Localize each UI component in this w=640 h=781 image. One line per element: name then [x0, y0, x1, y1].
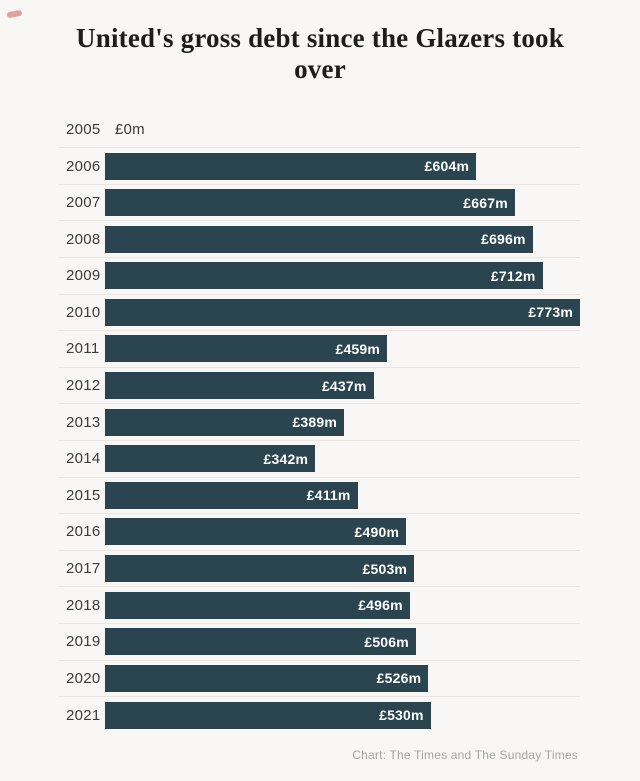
- bar-track: £490m: [105, 518, 580, 546]
- bar-track: £506m: [105, 628, 580, 656]
- chart-row: 2016 £490m: [58, 514, 580, 551]
- chart-row: 2009 £712m: [58, 258, 580, 295]
- debt-bar: £503m: [105, 555, 415, 583]
- chart-title: United's gross debt since the Glazers to…: [76, 23, 564, 85]
- chart-source-credit: Chart: The Times and The Sunday Times: [352, 748, 578, 762]
- bar-track: £667m: [105, 189, 580, 217]
- value-label: £459m: [335, 340, 381, 357]
- value-label: £773m: [528, 304, 573, 321]
- year-label: 2017: [66, 560, 101, 578]
- bar-track: £526m: [105, 664, 580, 692]
- year-label: 2014: [66, 450, 101, 468]
- year-label: 2019: [66, 633, 101, 651]
- debt-bar: £526m: [105, 664, 429, 692]
- debt-bar: £667m: [105, 189, 515, 217]
- bar-track: £530m: [105, 701, 580, 729]
- year-label: 2008: [66, 230, 101, 248]
- year-label: 2010: [66, 303, 101, 321]
- debt-bar: £530m: [105, 701, 431, 729]
- value-label: £526m: [376, 670, 422, 687]
- value-label: £0m: [115, 120, 145, 138]
- bar-track: £0m: [105, 116, 580, 143]
- value-label: £604m: [424, 158, 470, 175]
- chart-row: 2018 £496m: [58, 587, 580, 624]
- value-label: £503m: [362, 560, 408, 577]
- bar-track: £604m: [105, 152, 580, 180]
- debt-bar: £496m: [105, 591, 410, 619]
- value-label: £389m: [292, 414, 338, 431]
- year-label: 2020: [66, 669, 101, 687]
- year-label: 2013: [66, 413, 101, 431]
- debt-bar: £342m: [105, 445, 316, 473]
- debt-bar: £0m: [105, 116, 145, 143]
- chart-row: 2020 £526m: [58, 661, 580, 698]
- year-label: 2016: [66, 523, 101, 541]
- year-label: 2007: [66, 194, 101, 212]
- year-label: 2018: [66, 596, 101, 614]
- debt-bar: £604m: [105, 152, 477, 180]
- bar-track: £712m: [105, 262, 580, 290]
- debt-bar: £773m: [105, 298, 580, 326]
- debt-bar: £459m: [105, 335, 388, 363]
- bar-track: £411m: [105, 481, 580, 509]
- year-label: 2006: [66, 157, 101, 175]
- chart-row: 2007 £667m: [58, 185, 580, 222]
- chart-row: 2013 £389m: [58, 404, 580, 441]
- bar-track: £773m: [105, 298, 580, 326]
- bar-track: £496m: [105, 591, 580, 619]
- chart-row: 2017 £503m: [58, 551, 580, 588]
- bar-track: £459m: [105, 335, 580, 363]
- bar-track: £342m: [105, 445, 580, 473]
- year-label: 2005: [66, 120, 101, 138]
- value-label: £490m: [354, 523, 400, 540]
- year-label: 2021: [66, 706, 101, 724]
- value-label: £437m: [321, 377, 367, 394]
- bar-chart: 2005 £0m 2006 £604m 2007 £667m 2008 £696…: [58, 112, 580, 734]
- value-label: £496m: [358, 597, 403, 614]
- debt-bar: £506m: [105, 628, 416, 656]
- debt-bar: £712m: [105, 262, 543, 290]
- bar-track: £696m: [105, 225, 580, 253]
- year-label: 2009: [66, 267, 101, 285]
- debt-bar: £411m: [105, 481, 358, 509]
- bar-track: £437m: [105, 372, 580, 400]
- chart-row: 2019 £506m: [58, 624, 580, 661]
- chart-row: 2005 £0m: [58, 112, 580, 149]
- debt-bar: £389m: [105, 408, 345, 436]
- debt-bar: £437m: [105, 372, 374, 400]
- chart-row: 2008 £696m: [58, 221, 580, 258]
- chart-row: 2021 £530m: [58, 697, 580, 734]
- chart-row: 2015 £411m: [58, 478, 580, 515]
- value-label: £342m: [263, 450, 309, 467]
- bar-track: £503m: [105, 555, 580, 583]
- value-label: £411m: [306, 487, 351, 504]
- value-label: £667m: [463, 194, 508, 211]
- chart-row: 2006 £604m: [58, 148, 580, 185]
- chart-row: 2012 £437m: [58, 368, 580, 405]
- year-label: 2015: [66, 486, 101, 504]
- year-label: 2012: [66, 377, 101, 395]
- debt-bar: £696m: [105, 225, 533, 253]
- chart-row: 2014 £342m: [58, 441, 580, 478]
- value-label: £712m: [490, 267, 536, 284]
- chart-row: 2010 £773m: [58, 295, 580, 332]
- bar-track: £389m: [105, 408, 580, 436]
- chart-row: 2011 £459m: [58, 331, 580, 368]
- value-label: £530m: [379, 707, 424, 724]
- value-label: £506m: [364, 633, 409, 650]
- year-label: 2011: [66, 340, 100, 358]
- value-label: £696m: [481, 231, 526, 248]
- debt-bar: £490m: [105, 518, 407, 546]
